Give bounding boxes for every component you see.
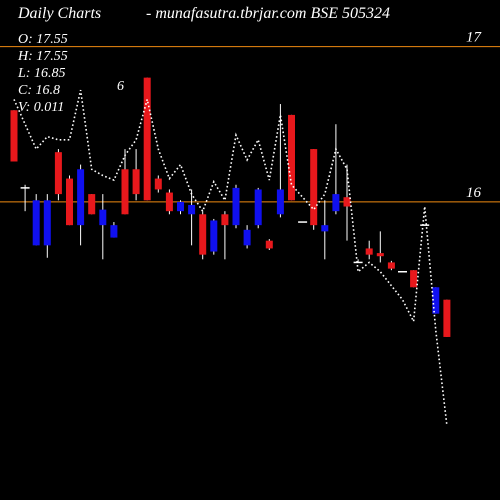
candle-body	[254, 189, 262, 226]
candle-body	[353, 261, 363, 264]
candle-body	[265, 240, 273, 249]
candle	[10, 110, 18, 162]
candle-body	[443, 299, 451, 337]
candle-body	[20, 187, 30, 189]
candle-body	[99, 209, 107, 226]
candle	[365, 240, 373, 260]
candle-body	[321, 225, 329, 232]
candle	[88, 194, 96, 215]
candle	[276, 104, 284, 218]
candle	[143, 77, 151, 201]
candle	[110, 222, 118, 238]
candle	[298, 221, 308, 223]
candle	[288, 114, 295, 201]
candle	[398, 270, 407, 273]
candle-body	[432, 287, 440, 314]
candle	[54, 149, 62, 201]
candle	[343, 164, 351, 241]
candle-body	[121, 169, 129, 215]
candle-body	[276, 189, 284, 215]
candle	[353, 259, 363, 264]
candle	[199, 211, 207, 260]
candle	[410, 270, 418, 288]
candle-body	[143, 77, 151, 201]
candle-body	[210, 220, 218, 252]
readout-low: L: 16.85	[18, 66, 66, 81]
candle-body	[154, 178, 162, 190]
candle	[232, 184, 240, 229]
readout-close: C: 16.8	[18, 83, 60, 98]
candle-body	[177, 201, 184, 212]
candle-body	[188, 204, 196, 215]
readout-open: O: 17.55	[18, 32, 68, 47]
candle	[443, 299, 451, 337]
candle-body	[387, 262, 395, 269]
candle-body	[32, 200, 40, 246]
candle-body	[243, 229, 251, 246]
candle-body	[232, 187, 240, 226]
candle	[43, 194, 51, 258]
candle	[387, 260, 395, 271]
price-dotted-line	[13, 89, 448, 426]
candle-body	[43, 200, 51, 246]
candle-body	[310, 149, 318, 226]
candle	[265, 239, 273, 250]
candle	[77, 164, 85, 246]
candle	[243, 225, 251, 249]
candle	[254, 187, 262, 229]
candle-body	[165, 192, 173, 212]
candle-body	[110, 225, 118, 238]
candle	[310, 149, 318, 230]
candle	[132, 149, 140, 201]
chart-title: Daily Charts	[18, 5, 102, 22]
candle-body	[199, 214, 207, 255]
candle-body	[343, 197, 351, 207]
candle-body	[88, 194, 96, 215]
y-tick-label: 16	[466, 185, 482, 201]
candle	[188, 189, 196, 246]
candle-body	[332, 194, 340, 212]
candle	[221, 211, 229, 260]
candle	[332, 124, 340, 215]
readout-high: H: 17.55	[18, 49, 68, 64]
candle-body	[66, 178, 73, 226]
candle-body	[398, 270, 407, 273]
readout-volume: V: 0.011	[18, 100, 65, 115]
candle	[177, 200, 184, 215]
candle	[154, 175, 162, 193]
candle-body	[132, 169, 140, 195]
candle-body	[10, 110, 18, 162]
candle-body	[365, 248, 373, 255]
x-date-marker: 6	[117, 79, 124, 94]
candle	[432, 287, 440, 314]
candle-body	[298, 221, 308, 223]
y-tick-label: 17	[466, 30, 483, 46]
candle	[99, 194, 107, 260]
candle	[121, 149, 129, 215]
chart-source-watermark: - munafasutra.tbrjar.com BSE 505324	[146, 5, 390, 22]
candle-body	[376, 253, 384, 257]
candle-body	[54, 152, 62, 195]
candle-body	[288, 114, 295, 201]
candle	[210, 218, 218, 255]
candle	[420, 224, 430, 226]
candle	[165, 189, 173, 215]
candle	[20, 184, 30, 212]
candle-body	[77, 169, 85, 226]
candle	[32, 194, 40, 246]
candle-body	[410, 270, 418, 288]
candle	[321, 200, 329, 260]
candle-body	[221, 214, 229, 226]
candle	[66, 175, 73, 226]
candle	[376, 231, 384, 263]
candle-body	[420, 224, 430, 226]
